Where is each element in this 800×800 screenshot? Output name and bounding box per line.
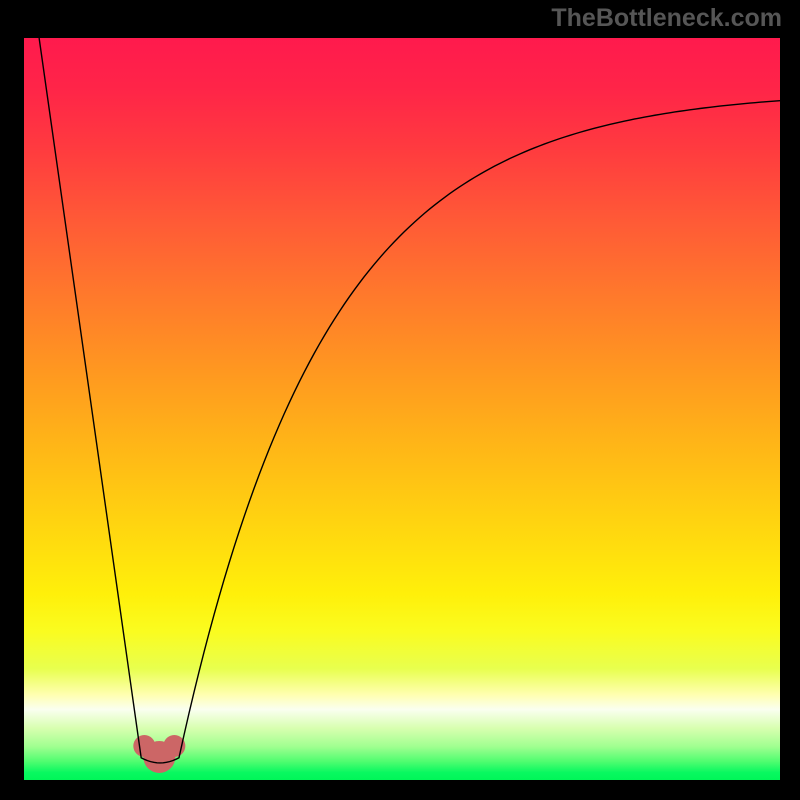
plot-svg xyxy=(24,38,780,780)
watermark-text: TheBottleneck.com xyxy=(551,4,782,33)
plot-area xyxy=(24,38,780,780)
gradient-background xyxy=(24,38,780,780)
chart-root: { "watermark": { "text": "TheBottleneck.… xyxy=(0,0,800,800)
marker-head xyxy=(143,741,175,773)
